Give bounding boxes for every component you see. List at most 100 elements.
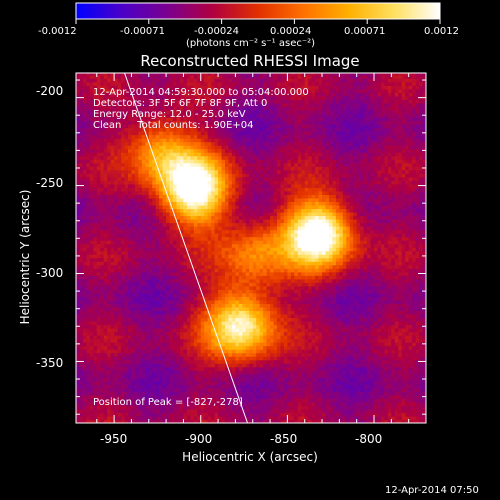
heatmap-cell bbox=[155, 331, 160, 336]
heatmap-cell bbox=[86, 162, 91, 167]
heatmap-cell bbox=[190, 173, 195, 178]
heatmap-cell bbox=[96, 275, 101, 280]
heatmap-cell bbox=[231, 131, 237, 136]
heatmap-cell bbox=[152, 268, 157, 273]
heatmap-cell bbox=[145, 159, 150, 164]
heatmap-cell bbox=[131, 366, 136, 371]
heatmap-cell bbox=[242, 352, 247, 357]
heatmap-cell bbox=[103, 401, 108, 407]
heatmap-cell bbox=[228, 345, 233, 350]
heatmap-cell bbox=[204, 102, 209, 108]
heatmap-cell bbox=[134, 226, 139, 231]
heatmap-cell bbox=[141, 243, 146, 248]
heatmap-cell bbox=[89, 180, 94, 185]
heatmap-cell bbox=[218, 152, 223, 157]
heatmap-cell bbox=[231, 317, 237, 322]
heatmap-cell bbox=[141, 317, 146, 322]
heatmap-cell bbox=[79, 370, 84, 375]
heatmap-cell bbox=[242, 201, 247, 206]
heatmap-cell bbox=[100, 176, 105, 181]
heatmap-cell bbox=[173, 73, 178, 76]
heatmap-cell bbox=[190, 148, 195, 153]
heatmap-cell bbox=[138, 92, 143, 97]
heatmap-cell bbox=[138, 169, 143, 174]
heatmap-cell bbox=[207, 292, 212, 297]
heatmap-cell bbox=[211, 282, 216, 287]
heatmap-cell bbox=[211, 345, 216, 350]
heatmap-cell bbox=[148, 250, 153, 255]
heatmap-cell bbox=[134, 240, 139, 245]
heatmap-cell bbox=[141, 236, 146, 241]
heatmap-cell bbox=[159, 345, 164, 350]
heatmap-cell bbox=[114, 356, 119, 361]
heatmap-cell bbox=[166, 95, 171, 100]
heatmap-cell bbox=[107, 370, 112, 375]
heatmap-cell bbox=[200, 398, 205, 403]
heatmap-cell bbox=[96, 134, 101, 139]
heatmap-cell bbox=[155, 124, 160, 129]
heatmap-cell bbox=[141, 162, 146, 167]
heatmap-cell bbox=[238, 363, 243, 368]
heatmap-cell bbox=[190, 211, 195, 217]
heatmap-cell bbox=[238, 229, 243, 234]
heatmap-cell bbox=[79, 250, 84, 255]
heatmap-cell bbox=[231, 394, 237, 399]
heatmap-cell bbox=[131, 148, 136, 153]
heatmap-cell bbox=[166, 81, 171, 86]
heatmap-cell bbox=[121, 335, 126, 340]
heatmap-cell bbox=[152, 387, 157, 392]
heatmap-cell bbox=[96, 99, 101, 104]
heatmap-cell bbox=[124, 254, 129, 259]
heatmap-cell bbox=[228, 222, 233, 227]
heatmap-cell bbox=[145, 254, 150, 259]
heatmap-cell bbox=[110, 233, 115, 238]
heatmap-cell bbox=[173, 173, 178, 178]
heatmap-cell bbox=[225, 201, 230, 206]
heatmap-cell bbox=[235, 204, 240, 210]
heatmap-cell bbox=[114, 299, 119, 304]
heatmap-cell bbox=[121, 405, 126, 410]
heatmap-cell bbox=[107, 335, 112, 340]
heatmap-cell bbox=[228, 81, 233, 86]
heatmap-cell bbox=[186, 328, 191, 333]
heatmap-cell bbox=[242, 405, 247, 410]
heatmap-cell bbox=[145, 317, 150, 322]
heatmap-cell bbox=[121, 173, 126, 178]
heatmap-cell bbox=[148, 113, 153, 118]
heatmap-cell bbox=[103, 162, 108, 167]
heatmap-cell bbox=[197, 289, 202, 294]
heatmap-cell bbox=[169, 282, 174, 287]
heatmap-cell bbox=[166, 180, 171, 185]
heatmap-cell bbox=[162, 359, 167, 364]
heatmap-cell bbox=[131, 398, 136, 403]
heatmap-cell bbox=[89, 257, 94, 262]
heatmap-cell bbox=[148, 303, 153, 308]
heatmap-cell bbox=[148, 194, 153, 199]
heatmap-cell bbox=[183, 359, 188, 364]
heatmap-cell bbox=[228, 254, 233, 259]
heatmap-cell bbox=[235, 303, 240, 308]
heatmap-cell bbox=[89, 419, 94, 423]
heatmap-cell bbox=[138, 356, 143, 361]
heatmap-cell bbox=[169, 275, 174, 280]
heatmap-cell bbox=[211, 218, 216, 224]
heatmap-cell bbox=[179, 405, 185, 410]
heatmap-cell bbox=[204, 88, 209, 93]
heatmap-cell bbox=[76, 408, 81, 414]
heatmap-cell bbox=[193, 394, 198, 399]
heatmap-cell bbox=[114, 401, 119, 407]
heatmap-cell bbox=[242, 116, 247, 122]
heatmap-cell bbox=[228, 405, 233, 410]
heatmap-cell bbox=[242, 250, 247, 255]
heatmap-cell bbox=[207, 131, 212, 136]
heatmap-cell bbox=[169, 352, 174, 357]
heatmap-cell bbox=[134, 419, 139, 423]
heatmap-cell bbox=[89, 401, 94, 407]
heatmap-cell bbox=[155, 296, 160, 301]
heatmap-cell bbox=[238, 338, 243, 343]
heatmap-cell bbox=[131, 197, 136, 202]
heatmap-cell bbox=[183, 233, 188, 238]
heatmap-cell bbox=[231, 320, 237, 326]
heatmap-cell bbox=[231, 155, 237, 160]
heatmap-cell bbox=[127, 352, 133, 357]
